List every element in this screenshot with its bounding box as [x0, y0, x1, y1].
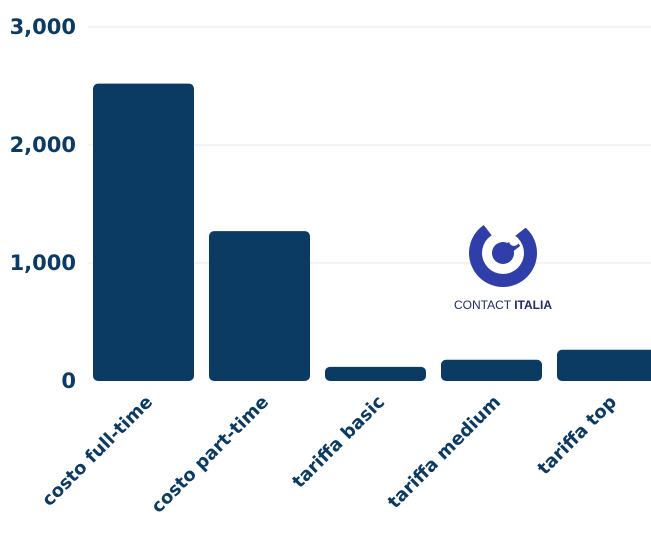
y-tick-label: 2,000 [10, 133, 76, 157]
x-category-label: tariffa top [534, 392, 622, 480]
bar-costo-full-time [93, 83, 194, 381]
contact-italia-logo: CONTACT ITALIA [454, 202, 552, 312]
bar-tariffa-top [557, 349, 651, 381]
x-category-label: tariffa medium [384, 392, 505, 513]
y-tick-label: 1,000 [10, 251, 76, 275]
bar-tariffa-medium [441, 359, 542, 381]
y-tick-label: 3,000 [10, 15, 76, 39]
x-category-label: costo full-time [38, 392, 157, 511]
y-axis-tick-labels: 0 1,000 2,000 3,000 [10, 15, 76, 393]
logo-text-light: CONTACT [454, 298, 512, 312]
bars [93, 83, 651, 381]
x-category-label: costo part-time [147, 392, 273, 518]
bar-tariffa-basic [325, 366, 426, 381]
bar-costo-part-time [209, 231, 310, 381]
logo-mark-icon [469, 202, 537, 287]
x-category-label: tariffa basic [288, 392, 389, 493]
logo-text-bold: ITALIA [514, 298, 552, 312]
y-tick-label: 0 [61, 369, 76, 393]
logo-wordmark: CONTACT ITALIA [454, 298, 552, 312]
